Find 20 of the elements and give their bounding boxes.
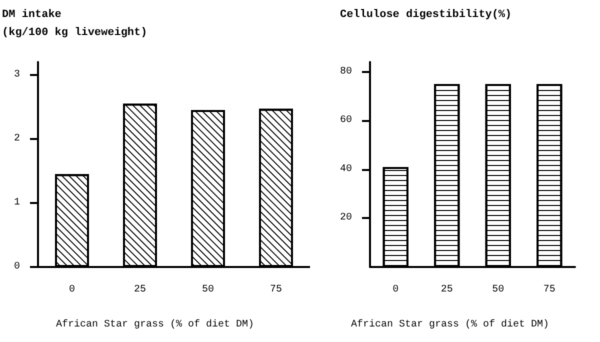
y-tick-label: 0 [14,262,20,272]
y-tick-label: 60 [340,115,352,126]
y-tick-label: 1 [14,197,20,208]
x-axis-title: African Star grass (% of diet DM) [350,318,550,330]
y-tick-label: 80 [340,66,352,78]
y-tick-label: 40 [340,164,352,175]
x-tick-label: 0 [392,284,399,296]
y-axis-title: DM intake (kg/100 kg liveweight) [2,9,148,39]
x-tick-label: 75 [543,284,556,296]
x-axis-title: African Star grass (% of diet DM) [56,318,254,330]
x-tick-label: 25 [134,284,146,296]
x-tick-label: 50 [492,284,504,296]
x-tick-label: 25 [440,284,453,296]
y-tick-label: 3 [14,69,20,80]
y-tick-label: 20 [340,212,352,224]
x-tick-label: 50 [202,284,214,296]
x-tick-label: 75 [270,284,282,296]
y-tick-label: 2 [14,133,20,144]
y-axis-title: Cellulose digestibility(%) [340,9,512,21]
x-tick-label: 0 [68,284,76,296]
